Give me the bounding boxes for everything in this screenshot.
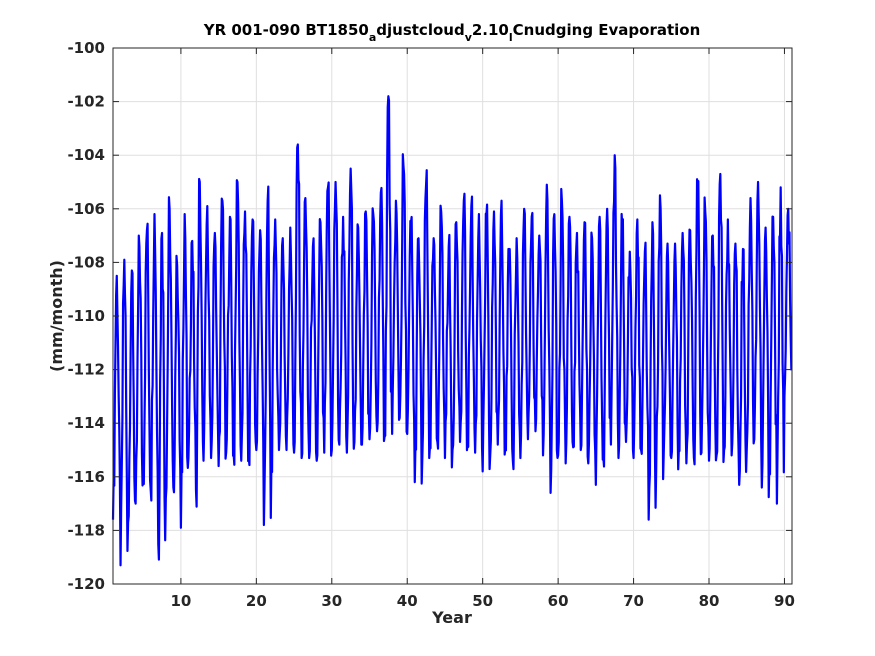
chart-title: YR 001-090 BT1850adjustcloudv2.10lCnudgi… <box>203 21 701 44</box>
series-layer <box>111 95 793 567</box>
y-tick-label: -110 <box>67 307 105 325</box>
title-segment: Cnudging Evaporation <box>513 21 701 39</box>
x-tick-label: 80 <box>699 592 720 610</box>
y-tick-label: -100 <box>67 39 105 57</box>
x-tick-label: 30 <box>321 592 342 610</box>
axis-ticks <box>113 47 792 585</box>
y-tick-labels: -120 -118 -116 -114 -112 -110 -108 -106 -104 -102… <box>67 39 105 593</box>
grid-lines <box>113 47 792 585</box>
title-subscript: a <box>369 31 376 44</box>
title-subscript: v <box>465 31 473 44</box>
x-tick-label: 20 <box>246 592 267 610</box>
evaporation-series-line <box>111 95 793 567</box>
title-segment: YR 001-090 BT1850 <box>203 21 369 39</box>
y-tick-label: -120 <box>67 575 105 593</box>
x-tick-label: 10 <box>170 592 191 610</box>
x-tick-labels: 10 20 30 40 50 60 70 80 90 <box>170 592 794 610</box>
title-subscript: l <box>509 31 513 44</box>
title-segment: 2.10 <box>472 21 509 39</box>
x-tick-label: 70 <box>623 592 644 610</box>
y-tick-label: -104 <box>67 146 105 164</box>
y-tick-label: -114 <box>67 414 105 432</box>
x-tick-label: 40 <box>397 592 418 610</box>
x-tick-label: 60 <box>548 592 569 610</box>
y-tick-label: -106 <box>67 200 105 218</box>
y-tick-label: -102 <box>67 93 105 111</box>
x-tick-label: 90 <box>774 592 795 610</box>
y-tick-label: -116 <box>67 468 105 486</box>
y-tick-label: -118 <box>67 521 105 539</box>
x-axis-label: Year <box>431 608 472 627</box>
y-tick-label: -108 <box>67 253 105 271</box>
title-segment: djustcloud <box>376 21 464 39</box>
x-tick-label: 50 <box>472 592 493 610</box>
y-axis-label: (mm/month) <box>47 260 66 372</box>
y-tick-label: -112 <box>67 361 105 379</box>
